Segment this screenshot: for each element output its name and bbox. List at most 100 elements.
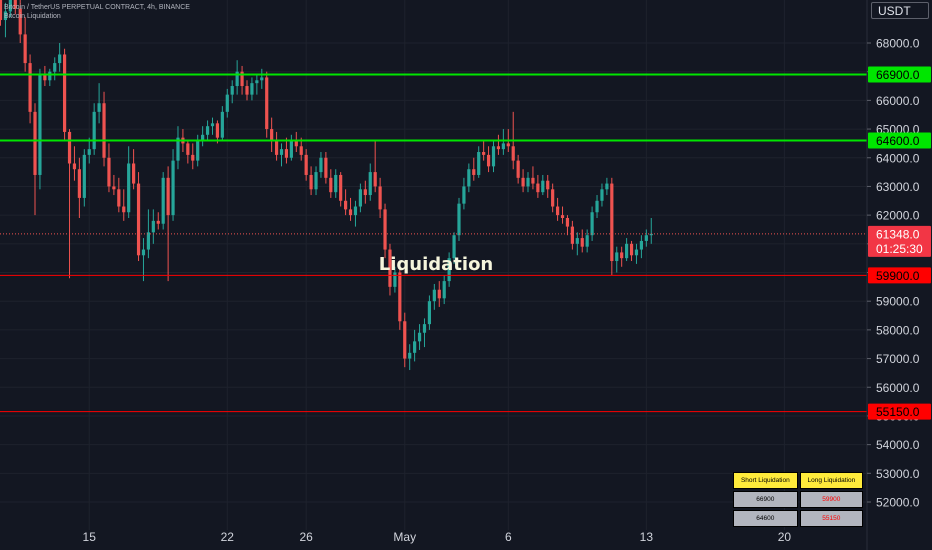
candle xyxy=(600,183,604,207)
candle-body xyxy=(171,160,175,216)
candle xyxy=(324,152,328,184)
liquidation-table: Short Liquidation Long Liquidation 66900… xyxy=(731,470,865,529)
candle xyxy=(97,83,101,124)
candle xyxy=(225,88,229,118)
candle-body xyxy=(48,71,52,81)
liquidation-annotation: Liquidation xyxy=(379,254,494,275)
candle xyxy=(235,60,239,95)
candle xyxy=(427,295,432,330)
candle-body xyxy=(501,143,505,150)
candle xyxy=(565,215,570,236)
y-tick-label: 56000.0 xyxy=(876,381,920,395)
candle xyxy=(72,146,77,181)
currency-selector[interactable]: USDT xyxy=(871,2,929,19)
candle xyxy=(358,183,362,213)
candle-body xyxy=(201,134,205,141)
candle xyxy=(0,0,3,26)
candle xyxy=(580,229,584,253)
candle-body xyxy=(314,172,318,190)
candle xyxy=(491,140,496,173)
candle-body xyxy=(644,235,648,241)
candle xyxy=(53,57,57,81)
level-tag-label: 66900.0 xyxy=(876,68,920,82)
candle-body xyxy=(482,152,486,155)
candle-body xyxy=(205,126,210,135)
candle-body xyxy=(279,149,284,155)
candle xyxy=(408,344,412,371)
candle xyxy=(462,177,466,210)
candle xyxy=(595,195,599,218)
candle xyxy=(260,68,264,89)
candle-body xyxy=(462,186,466,204)
x-tick-label: 13 xyxy=(640,530,654,544)
candle xyxy=(373,140,377,193)
candle-body xyxy=(294,140,298,147)
candle xyxy=(82,149,86,207)
candle-body xyxy=(136,183,141,256)
candle xyxy=(486,146,491,173)
candle-body xyxy=(67,131,72,164)
candle xyxy=(555,197,560,221)
candle-body xyxy=(215,123,220,138)
candle-body xyxy=(146,232,150,250)
candle-body xyxy=(363,189,367,196)
candle-body xyxy=(18,8,22,35)
candle xyxy=(62,48,67,141)
candle xyxy=(319,152,323,178)
candle xyxy=(141,238,146,282)
candle xyxy=(67,129,72,279)
candle-body xyxy=(107,157,111,187)
candle xyxy=(274,131,279,161)
candle-body xyxy=(393,272,397,287)
candle xyxy=(245,80,249,101)
candle-body xyxy=(245,86,249,95)
candle-body xyxy=(132,163,136,184)
candle xyxy=(250,77,254,101)
candle xyxy=(585,229,589,253)
level-tag-label: 55150.0 xyxy=(876,405,920,419)
candle xyxy=(432,283,436,310)
candle xyxy=(284,137,289,164)
candle xyxy=(205,120,210,141)
candle xyxy=(437,281,441,307)
candle-body xyxy=(486,154,491,167)
candle xyxy=(531,166,535,190)
candle-body xyxy=(161,177,165,224)
candle xyxy=(570,220,574,250)
candle-body xyxy=(102,103,106,158)
candle xyxy=(112,174,116,196)
short-liquidation-cell: 64600 xyxy=(733,510,798,527)
candle-body xyxy=(92,111,96,150)
candle xyxy=(220,106,224,141)
candle-body xyxy=(344,200,348,210)
candle-body xyxy=(358,189,362,207)
candle-body xyxy=(334,174,338,193)
candle xyxy=(146,209,150,259)
candle-body xyxy=(625,243,629,259)
candle xyxy=(496,134,501,155)
candle xyxy=(294,131,298,153)
candle-body xyxy=(551,189,555,207)
candle xyxy=(541,174,545,196)
candle-body xyxy=(353,206,358,216)
candle-body xyxy=(122,206,126,213)
candle-body xyxy=(368,172,372,196)
candle-body xyxy=(284,149,289,158)
candle xyxy=(87,137,91,164)
candle xyxy=(516,154,520,184)
candle-body xyxy=(629,243,634,256)
x-tick-label: 15 xyxy=(83,530,97,544)
candle-body xyxy=(329,177,333,193)
grid xyxy=(0,0,867,530)
candle xyxy=(501,129,505,155)
candle xyxy=(363,180,367,204)
candle-body xyxy=(378,186,382,210)
level-tag xyxy=(868,132,931,149)
candle xyxy=(610,177,614,276)
candle-body xyxy=(521,177,525,187)
candle xyxy=(156,212,160,230)
candle xyxy=(413,329,417,362)
candle-body xyxy=(575,238,579,244)
candle xyxy=(378,177,382,218)
